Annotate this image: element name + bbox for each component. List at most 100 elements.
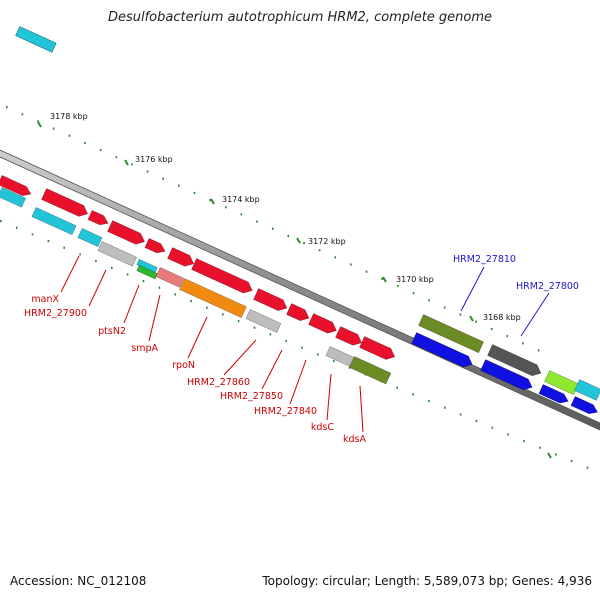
gene-block-lime[interactable] <box>544 370 579 396</box>
gene-block-salmon[interactable] <box>155 267 185 288</box>
gene-arrow-blue[interactable] <box>480 359 533 391</box>
scale-dot-outer <box>365 270 368 273</box>
gene-arrow-red[interactable] <box>286 303 310 321</box>
gene-arrow-red[interactable] <box>308 313 337 334</box>
tick-mark <box>296 237 301 244</box>
scale-dot-inner <box>111 266 113 269</box>
scale-dot-inner <box>412 393 414 396</box>
scale-dot-outer <box>6 106 8 109</box>
gene-block-green[interactable] <box>136 264 158 280</box>
gene-arrow-darkgray[interactable] <box>487 344 542 377</box>
scale-dot-inner <box>142 280 145 283</box>
scale-dot-outer <box>334 256 336 259</box>
label-leaders <box>60 255 550 433</box>
tick-mark <box>469 315 474 322</box>
scale-dots <box>0 106 589 469</box>
scale-dot-inner <box>0 220 2 223</box>
scale-dot-inner <box>285 340 287 343</box>
scale-dot-inner <box>459 413 462 416</box>
gene-block-cyan[interactable] <box>77 228 103 248</box>
gene-label[interactable]: HRM2_27800 <box>516 281 579 292</box>
gene-block-cyan[interactable] <box>15 26 57 53</box>
scale-dot-inner <box>253 326 256 329</box>
tick-label-3174: 3174 kbp <box>222 195 260 204</box>
scale-dot-outer <box>459 313 462 316</box>
scale-dot-outer <box>428 299 430 302</box>
scale-dot-outer <box>146 170 149 173</box>
scale-dot-inner <box>507 433 509 436</box>
gene-label[interactable]: HRM2_27850 <box>220 391 283 402</box>
scale-dot-outer <box>178 184 180 187</box>
scale-dot-outer <box>443 306 446 309</box>
tick-mark <box>210 198 215 205</box>
scale-dot-outer <box>475 320 477 323</box>
scale-dot-inner <box>269 333 272 336</box>
tick-mark <box>547 452 552 459</box>
gene-block-cyan[interactable] <box>574 379 600 401</box>
gene-block-cyan[interactable] <box>0 187 27 208</box>
gene-arrow-blue[interactable] <box>538 384 569 404</box>
scale-dot-inner <box>158 286 161 289</box>
scale-dot-outer <box>99 148 102 152</box>
gene-arrow-red[interactable] <box>359 336 396 360</box>
tick-label-3176: 3176 kbp <box>135 155 173 164</box>
scale-dot-outer <box>522 342 524 345</box>
tick-mark <box>382 276 387 283</box>
gene-arrow-red[interactable] <box>87 210 109 226</box>
gene-block-olive[interactable] <box>418 314 484 354</box>
label-leader-line <box>88 269 107 307</box>
gene-arrow-red[interactable] <box>253 288 288 311</box>
label-leader-line <box>123 284 140 324</box>
gene-label[interactable]: HRM2_27900 <box>24 308 87 319</box>
gene-arrow-blue[interactable] <box>411 332 473 368</box>
scale-dot-inner <box>586 466 589 469</box>
scale-dot-outer <box>162 177 164 180</box>
gene-label[interactable]: HRM2_27840 <box>254 406 317 417</box>
gene-arrow-blue[interactable] <box>570 396 598 415</box>
label-leader-line <box>289 359 307 405</box>
gene-arrow-red[interactable] <box>167 247 195 267</box>
scale-dot-outer <box>240 213 243 216</box>
gene-block-gray[interactable] <box>245 309 282 333</box>
gene-block-gray[interactable] <box>325 346 355 367</box>
label-leader-line <box>359 385 364 433</box>
gene-label[interactable]: smpA <box>131 343 158 354</box>
scale-dot-inner <box>47 240 50 243</box>
scale-dot-outer <box>256 220 258 223</box>
gene-block-cyan[interactable] <box>31 207 77 236</box>
gene-label[interactable]: ptsN2 <box>98 326 126 337</box>
gene-arrow-red[interactable] <box>144 238 166 254</box>
genome-backbone <box>0 149 600 431</box>
gene-block-olive[interactable] <box>349 356 392 385</box>
scale-dot-outer <box>287 234 290 237</box>
scale-dot-inner <box>31 233 34 236</box>
scale-dot-outer <box>303 242 305 245</box>
gene-label[interactable]: HRM2_27810 <box>453 254 516 265</box>
genome-title: Desulfobacterium autotrophicum HRM2, com… <box>107 10 493 25</box>
scale-dot-outer <box>271 227 274 230</box>
scale-dot-inner <box>222 313 224 316</box>
scale-dot-inner <box>333 360 335 363</box>
gene-label[interactable]: HRM2_27860 <box>187 377 250 388</box>
label-leader-line <box>460 266 485 312</box>
scale-dot-inner <box>63 246 65 249</box>
gene-arrow-red[interactable] <box>107 220 145 245</box>
gene-arrow-red[interactable] <box>0 175 32 196</box>
gene-label[interactable]: kdsA <box>343 434 366 445</box>
gene-arrow-red[interactable] <box>335 326 363 346</box>
scale-dot-inner <box>396 386 398 389</box>
gene-label[interactable]: kdsC <box>311 422 334 433</box>
gene-label[interactable]: manX <box>31 294 59 305</box>
accession-text: Accession: NC_012108 <box>10 574 147 588</box>
gene-label[interactable]: rpoN <box>172 360 195 371</box>
scale-dot-inner <box>15 226 18 229</box>
gene-arrow-red[interactable] <box>191 258 253 294</box>
scale-dot-inner <box>126 273 129 276</box>
gene-arrow-red[interactable] <box>41 188 89 217</box>
gene-block-gray[interactable] <box>97 241 138 267</box>
scale-dot-inner <box>539 446 541 449</box>
gene-block-orange[interactable] <box>179 278 247 318</box>
scale-dot-outer <box>115 156 118 159</box>
scale-dot-outer <box>506 335 509 338</box>
